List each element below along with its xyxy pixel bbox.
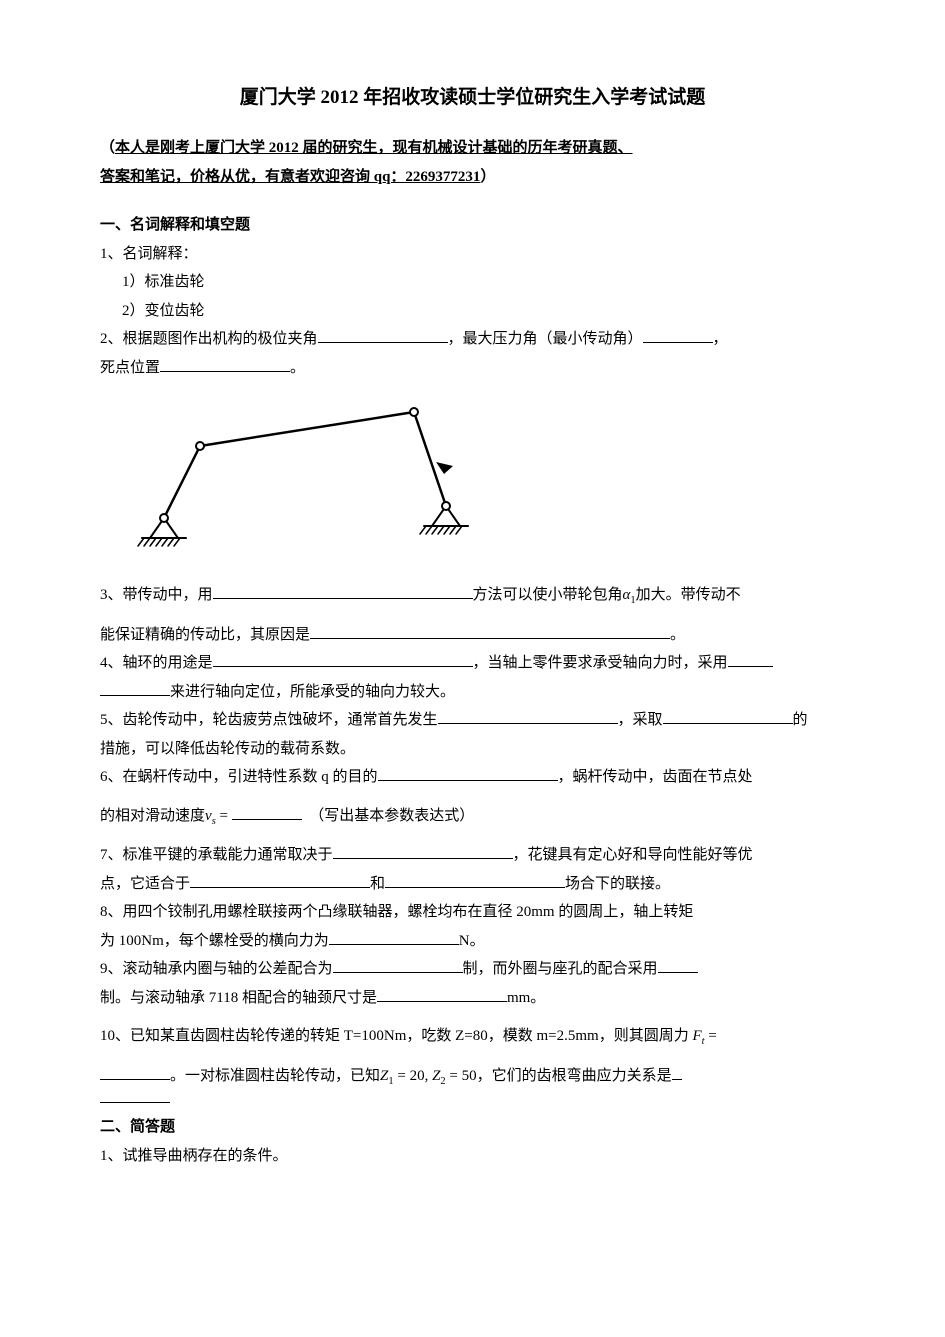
q4: 4、轴环的用途是 ，当轴上零件要求承受轴向力时，采用 来进行轴向定位，所能承受的轴… [100,649,845,706]
subtitle: （本人是刚考上厦门大学 2012 届的研究生，现有机械设计基础的历年考研真题、 … [100,134,845,191]
blank [160,357,290,372]
q9-p4: mm。 [507,990,545,1006]
q10-eq2: = 20, [394,1068,432,1084]
blank [213,652,473,667]
q2-p5: 。 [290,360,305,376]
blank [643,328,713,343]
q3b: 能保证精确的传动比，其原因是 。 [100,621,845,650]
ft: F [692,1028,701,1044]
q8-p1: 8、用四个铰制孔用螺栓联接两个凸缘联轴器，螺栓均布在直径 20mm 的圆周上，轴… [100,904,693,920]
q4-p3: 来进行轴向定位，所能承受的轴向力较大。 [170,684,455,700]
q4-p1: 4、轴环的用途是 [100,655,213,671]
blank [385,873,565,888]
q2-p2: ，最大压力角（最小传动角） [448,331,643,347]
q2-p3: ， [713,331,728,347]
q5-p4: 措施，可以降低齿轮传动的载荷系数。 [100,741,355,757]
q10: 10、已知某直齿圆柱齿轮传递的转矩 T=100Nm，吃数 Z=80，模数 m=2… [100,1022,845,1052]
q2-1: 1、试推导曲柄存在的条件。 [100,1142,845,1171]
q8-p2: 为 100Nm，每个螺栓受的横向力为 [100,933,329,949]
blank [663,709,793,724]
subtitle-prefix: （ [100,140,115,156]
q6: 6、在蜗杆传动中，引进特性系数 q 的目的 ，蜗杆传动中，齿面在节点处 [100,763,845,792]
q8: 8、用四个铰制孔用螺栓联接两个凸缘联轴器，螺栓均布在直径 20mm 的圆周上，轴… [100,898,845,955]
blank [329,930,459,945]
q9-p2: 制，而外圈与座孔的配合采用 [463,961,658,977]
blank [378,766,558,781]
q1-item1: 1）标准齿轮 [100,268,845,297]
q3-p1: 3、带传动中，用 [100,587,213,603]
q2-p1: 2、根据题图作出机构的极位夹角 [100,331,318,347]
q10-eq1: = [705,1028,717,1044]
q9-p3: 制。与滚动轴承 7118 相配合的轴颈尺寸是 [100,990,377,1006]
blank [658,958,698,973]
blank [672,1065,682,1080]
section1-heading: 一、名词解释和填空题 [100,211,845,240]
page-title: 厦门大学 2012 年招收攻读硕士学位研究生入学考试试题 [100,80,845,116]
q6-eq: = [216,808,232,824]
q3-p4: 能保证精确的传动比，其原因是 [100,627,310,643]
blank [232,805,302,820]
q10-p3: ，它们的齿根弯曲应力关系是 [477,1068,672,1084]
q7-p2: ，花键具有定心好和导向性能好等优 [513,847,753,863]
q3: 3、带传动中，用方法可以使小带轮包角α1加大。带传动不 [100,581,845,611]
q5-p2: ，采取 [618,712,663,728]
q4-p2: ，当轴上零件要求承受轴向力时，采用 [473,655,728,671]
q6-p2: ，蜗杆传动中，齿面在节点处 [558,769,753,785]
q3-p5: 。 [670,627,685,643]
blank [100,681,170,696]
mechanism-diagram [114,396,845,567]
q10-p1: 10、已知某直齿圆柱齿轮传递的转矩 T=100Nm，吃数 Z=80，模数 m=2… [100,1028,689,1044]
trailing-line [100,1102,170,1103]
q1: 1、名词解释： 1）标准齿轮 2）变位齿轮 [100,240,845,326]
blank [213,584,473,599]
q10-p2: 。一对标准圆柱齿轮传动，已知 [170,1068,380,1084]
subtitle-line1: 本人是刚考上厦门大学 2012 届的研究生，现有机械设计基础的历年考研真题、 [115,140,633,156]
q5: 5、齿轮传动中，轮齿疲劳点蚀破坏，通常首先发生 ，采取 的 措施，可以降低齿轮传动的… [100,706,845,763]
blank [728,652,773,667]
q3-p2: 方法可以使小带轮包角 [473,587,623,603]
subtitle-suffix: ） [480,169,495,185]
q3-p3: 加大。带传动不 [636,587,741,603]
q7-p1: 7、标准平键的承载能力通常取决于 [100,847,333,863]
blank [438,709,618,724]
q2-p4: 死点位置 [100,360,160,376]
q10b: 。一对标准圆柱齿轮传动，已知Z1 = 20, Z2 = 50，它们的齿根弯曲应力… [100,1062,845,1092]
subtitle-line2: 答案和笔记，价格从优，有意者欢迎咨询 qq：2269377231 [100,169,480,185]
vs: v [205,808,212,824]
q6-p3: 的相对滑动速度 [100,808,205,824]
q6-p1: 6、在蜗杆传动中，引进特性系数 q 的目的 [100,769,378,785]
section2-heading: 二、简答题 [100,1113,845,1142]
q1-item2: 2）变位齿轮 [100,297,845,326]
q1-label: 1、名词解释： [100,240,845,269]
q10-eq3: = 50 [446,1068,477,1084]
q9: 9、滚动轴承内圈与轴的公差配合为 制，而外圈与座孔的配合采用 制。与滚动轴承 71… [100,955,845,1012]
q5-p3: 的 [793,712,808,728]
blank [333,958,463,973]
q9-p1: 9、滚动轴承内圈与轴的公差配合为 [100,961,333,977]
blank [333,844,513,859]
q10c [100,1102,845,1103]
blank [310,624,670,639]
q5-p1: 5、齿轮传动中，轮齿疲劳点蚀破坏，通常首先发生 [100,712,438,728]
q7: 7、标准平键的承载能力通常取决于 ，花键具有定心好和导向性能好等优 点，它适合于 和… [100,841,845,898]
q2: 2、根据题图作出机构的极位夹角 ，最大压力角（最小传动角） ， 死点位置 。 [100,325,845,382]
blank [190,873,370,888]
blank [377,987,507,1002]
blank [100,1065,170,1080]
q7-p3: 点，它适合于 [100,876,190,892]
q7-p5: 场合下的联接。 [565,876,670,892]
q6-p4: （写出基本参数表达式） [309,808,474,824]
q8-p3: N。 [459,933,485,949]
q6b: 的相对滑动速度vs = （写出基本参数表达式） [100,802,845,832]
blank [318,328,448,343]
q7-p4: 和 [370,876,385,892]
